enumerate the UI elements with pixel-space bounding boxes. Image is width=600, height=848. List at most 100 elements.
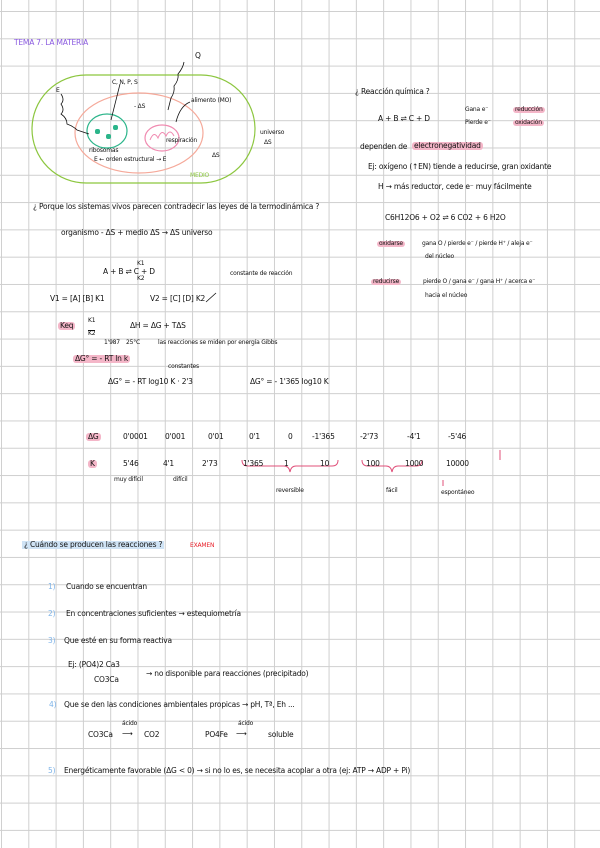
list-item: Que esté en su forma reactiva: [64, 636, 172, 645]
dg-value: 0'0001: [123, 432, 148, 441]
q-label: Q: [195, 51, 201, 60]
reducirse-text2: hacia el núcleo: [425, 292, 468, 299]
facil-label: fácil: [386, 487, 398, 494]
espontaneo-label: espontáneo: [441, 489, 475, 496]
oxidarse-label: oxidarse: [377, 240, 405, 247]
k-value: 5'46: [123, 459, 139, 468]
example-4a: CO3Ca: [88, 730, 113, 739]
dg-row-label: ΔG: [86, 432, 101, 441]
oxidarse-text: gana O / pierde e⁻ / pierde H⁺ / aleja e…: [422, 240, 533, 247]
k1-label: K1: [137, 260, 145, 267]
k-value: 4'1: [163, 459, 175, 468]
right-reaction: A + B ⇌ C + D: [378, 114, 430, 123]
acid-label-2: ácido: [238, 720, 254, 727]
list-item: En concentraciones suficientes → estequi…: [66, 609, 241, 618]
facil-brace: [361, 459, 423, 473]
mitochondrion: [144, 124, 180, 152]
dg-value: -4'1: [407, 432, 421, 441]
medio-boundary: [31, 74, 256, 184]
k-value: 1000: [405, 459, 424, 468]
list-item: Que se den las condiciones ambientales p…: [64, 700, 295, 709]
gibbs-note: las reacciones se miden por energía Gibb…: [158, 339, 278, 346]
keq-top: K1: [88, 317, 96, 324]
dg0-final-equation: ΔG° = - 1'365 log10 K: [250, 377, 329, 386]
respiracion-label: respiración: [166, 137, 198, 144]
k-value: 2'73: [202, 459, 218, 468]
keq-bottom: K2: [88, 330, 96, 337]
pierde-label: Pierde e⁻: [465, 119, 491, 126]
k-row-label: K: [88, 459, 97, 468]
orden-label: E ← orden estructural → E: [94, 156, 167, 163]
ds-label: ΔS: [212, 152, 220, 159]
universo-label: universo: [260, 129, 285, 136]
k-value: 1: [284, 459, 289, 468]
arrow-glyph: ⟶: [236, 729, 247, 738]
k-value: 10: [320, 459, 330, 468]
reversible-brace: [241, 459, 339, 473]
enthalpy-equation: ΔH = ΔG + TΔS: [130, 321, 186, 330]
dg-value: 0'1: [249, 432, 261, 441]
v2-equation: V2 = [C] [D] K2: [150, 294, 206, 303]
reducirse-text: pierde O / gana e⁻ / gana H⁺ / acerca e⁻: [423, 278, 536, 285]
thermo-question: ¿ Porque los sistemas vivos parecen cont…: [33, 202, 320, 211]
reducirse-label: reducirse: [371, 278, 402, 285]
arrow-glyph: ⟶: [122, 729, 133, 738]
k-value: 1'365: [243, 459, 264, 468]
example-hydrogen: H → más reductor, cede e⁻ muy fácilmente: [378, 182, 532, 191]
e-label: E: [56, 87, 60, 94]
oxidacion-label: oxidación: [513, 119, 544, 126]
minus-ds-label: - ΔS: [134, 103, 146, 110]
list-item: Energéticamente favorable (ΔG < 0) → si …: [64, 766, 411, 775]
page-title: TEMA 7. LA MATERIA: [14, 38, 89, 47]
dg-value: -1'365: [312, 432, 335, 441]
example-3-result: → no disponible para reacciones (precipi…: [146, 669, 309, 678]
arrow: [110, 83, 121, 121]
example-4c: PO4Fe: [205, 730, 228, 739]
reaction-question: ¿ Reacción química ?: [355, 87, 430, 96]
dg-value: -2'73: [360, 432, 379, 441]
muy-dificil-label: muy difícil: [114, 476, 143, 483]
acid-label: ácido: [122, 720, 138, 727]
v1-equation: V1 = [A] [B] K1: [50, 294, 105, 303]
reduccion-label: reducción: [513, 106, 545, 113]
dg-value: -5'46: [448, 432, 467, 441]
example-3a: Ej: (PO4)2 Ca3: [68, 660, 120, 669]
nucleus: [86, 113, 128, 149]
electronegatividad-label: electronegatividad: [412, 141, 483, 150]
k-value: 100: [366, 459, 380, 468]
organism-equation: organismo - ΔS + medio ΔS → ΔS universo: [61, 228, 213, 237]
dg-value: 0'001: [165, 432, 186, 441]
r-note: 1'987: [104, 339, 120, 346]
ribosomes: [95, 125, 118, 139]
oxidarse-text2: del núcleo: [425, 253, 455, 260]
k2-label: K2: [137, 275, 145, 282]
ribosomas-label: ribosomas: [89, 147, 119, 154]
item-number: 1): [48, 582, 56, 591]
energy-in-arrow: [60, 93, 90, 135]
depend-label: dependen de: [360, 142, 408, 151]
keq-label: Keq: [58, 321, 76, 330]
heat-out-arrow: [167, 61, 185, 111]
exam-label: EXAMEN: [190, 542, 215, 549]
reversible-label: reversible: [276, 487, 304, 494]
example-3b: CO3Ca: [94, 675, 119, 684]
dg-value: 0'01: [208, 432, 224, 441]
section-question: ¿ Cuándo se producen las reacciones ?: [22, 540, 165, 549]
dg0-equation: ΔG° = - RT ln k: [73, 354, 131, 363]
item-number: 4): [49, 700, 57, 709]
item-number: 2): [48, 609, 56, 618]
constante-note: constante de reacción: [230, 270, 293, 277]
dg-value: 0: [288, 432, 293, 441]
dg0-log-equation: ΔG° = - RT log10 K · 2'3: [108, 377, 193, 386]
example-oxygen: Ej: oxígeno (↑EN) tiende a reducirse, gr…: [368, 162, 552, 171]
item-number: 5): [48, 766, 56, 775]
item-number: 3): [48, 636, 56, 645]
universo-ds: ΔS: [264, 139, 272, 146]
example-4b: CO2: [144, 730, 160, 739]
cell-boundary: [74, 92, 204, 174]
reaction-equation: A + B ⇌ C + D: [103, 267, 155, 276]
gana-label: Gana e⁻: [465, 106, 489, 113]
k-value: 10000: [446, 459, 469, 468]
list-item: Cuando se encuentran: [66, 582, 147, 591]
